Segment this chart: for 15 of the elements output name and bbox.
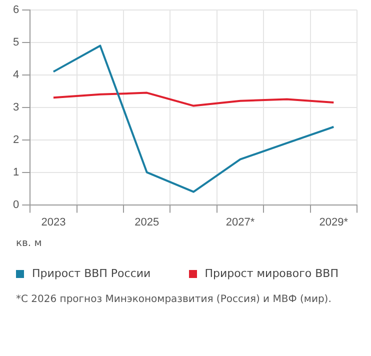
y-tick-label: 5: [12, 36, 20, 48]
y-tick-label: 2: [12, 134, 20, 146]
y-tick-label: 0: [12, 198, 20, 211]
legend-label: Прирост мирового ВВП: [204, 267, 338, 280]
y-tick-label: 4: [12, 68, 20, 81]
x-tick-label: 2029*: [319, 216, 349, 228]
x-tick-label: 2023: [41, 216, 66, 228]
y-tick-label: 3: [12, 101, 20, 114]
text: *С 2026 прогноз Минэкономразвития (Россия) и МВФ (мир).: [16, 294, 332, 305]
x-tick-label: 2027*: [226, 216, 256, 228]
y-tick-label: 1: [12, 166, 20, 178]
text: кв. м: [16, 238, 43, 249]
y-tick-label: 6: [12, 4, 20, 16]
x-tick-label: 2025: [134, 216, 160, 228]
legend-label: Прирост ВВП России: [32, 267, 151, 280]
